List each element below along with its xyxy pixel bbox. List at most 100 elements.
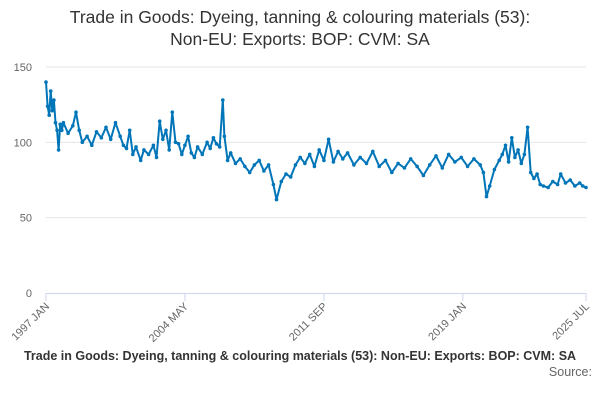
data-point	[108, 137, 113, 142]
x-tick-label: 2004 MAY	[147, 300, 192, 345]
data-point	[243, 164, 247, 169]
data-point	[538, 182, 542, 187]
data-point	[288, 175, 293, 179]
data-point	[446, 152, 451, 157]
data-point	[322, 158, 326, 163]
data-point	[317, 148, 322, 152]
data-point	[104, 125, 108, 130]
data-point	[581, 184, 585, 188]
data-point	[341, 157, 345, 161]
data-point	[52, 98, 56, 102]
data-point	[85, 134, 89, 139]
data-point	[577, 181, 582, 185]
data-point	[377, 164, 382, 169]
data-point	[434, 154, 438, 158]
data-point	[513, 155, 517, 160]
data-point	[208, 146, 212, 151]
data-point	[528, 170, 533, 175]
y-tick-label: 150	[14, 62, 32, 74]
data-point	[487, 184, 492, 188]
data-point	[225, 158, 230, 163]
series-line	[45, 81, 587, 201]
x-tick-label: 1997 JAN	[9, 301, 52, 344]
data-point	[124, 146, 129, 151]
data-point	[535, 172, 539, 176]
data-point	[271, 182, 276, 187]
data-point	[421, 173, 426, 178]
data-point	[252, 163, 257, 167]
data-point	[113, 120, 118, 125]
data-point	[312, 164, 317, 169]
data-point	[80, 140, 85, 145]
data-point	[522, 152, 527, 157]
data-point	[56, 148, 61, 152]
data-point	[61, 120, 66, 125]
data-point	[60, 128, 64, 133]
data-point	[584, 185, 588, 190]
data-point	[415, 164, 419, 169]
data-point	[186, 134, 190, 139]
data-point	[266, 163, 271, 167]
data-point	[195, 145, 200, 149]
data-point	[568, 178, 572, 182]
chart-title-line-2: Non-EU: Exports: BOP: CVM: SA	[170, 29, 430, 49]
data-point	[492, 167, 497, 172]
data-point	[506, 160, 511, 164]
data-point	[228, 151, 233, 155]
data-point	[71, 124, 75, 128]
y-tick-label: 100	[14, 137, 32, 149]
data-point	[546, 185, 550, 190]
data-point	[307, 152, 312, 157]
data-point	[478, 163, 483, 167]
x-tick-label: 2025 JUL	[550, 301, 592, 343]
data-point	[293, 163, 298, 167]
data-point	[402, 166, 407, 170]
data-point	[94, 130, 99, 134]
data-point	[192, 155, 197, 160]
data-point	[563, 181, 568, 185]
data-point	[247, 170, 252, 175]
data-point	[180, 152, 184, 157]
data-point	[167, 148, 171, 152]
data-point	[138, 158, 143, 163]
data-point	[183, 143, 187, 148]
data-point	[154, 155, 159, 160]
data-point	[510, 136, 514, 140]
data-point	[233, 161, 238, 166]
footer-title: Trade in Goods: Dyeing, tanning & colour…	[23, 349, 577, 363]
data-point	[200, 152, 205, 157]
data-point	[352, 163, 356, 167]
data-point	[55, 128, 59, 133]
data-point	[497, 158, 502, 163]
data-point	[279, 179, 284, 184]
data-point	[47, 113, 51, 117]
data-point	[303, 161, 307, 166]
data-point	[427, 163, 432, 167]
data-point	[66, 131, 70, 136]
data-point	[205, 140, 209, 145]
data-point	[516, 148, 520, 152]
data-point	[465, 164, 470, 169]
data-point	[151, 143, 156, 148]
data-point	[558, 172, 563, 176]
data-point	[440, 166, 445, 170]
data-point	[555, 182, 560, 187]
data-point	[74, 110, 78, 114]
y-tick-label: 50	[20, 213, 32, 225]
data-point	[364, 161, 369, 166]
data-point	[142, 148, 146, 152]
data-point	[541, 184, 546, 188]
data-point	[472, 157, 476, 161]
data-point	[58, 122, 62, 127]
data-point	[161, 137, 165, 142]
x-tick-label: 2019 JAN	[426, 301, 469, 344]
data-point	[326, 137, 331, 142]
data-point	[396, 161, 400, 166]
data-point	[551, 179, 555, 184]
data-point	[121, 143, 126, 148]
data-point	[500, 152, 505, 157]
data-point	[77, 128, 81, 133]
data-point	[164, 128, 168, 133]
